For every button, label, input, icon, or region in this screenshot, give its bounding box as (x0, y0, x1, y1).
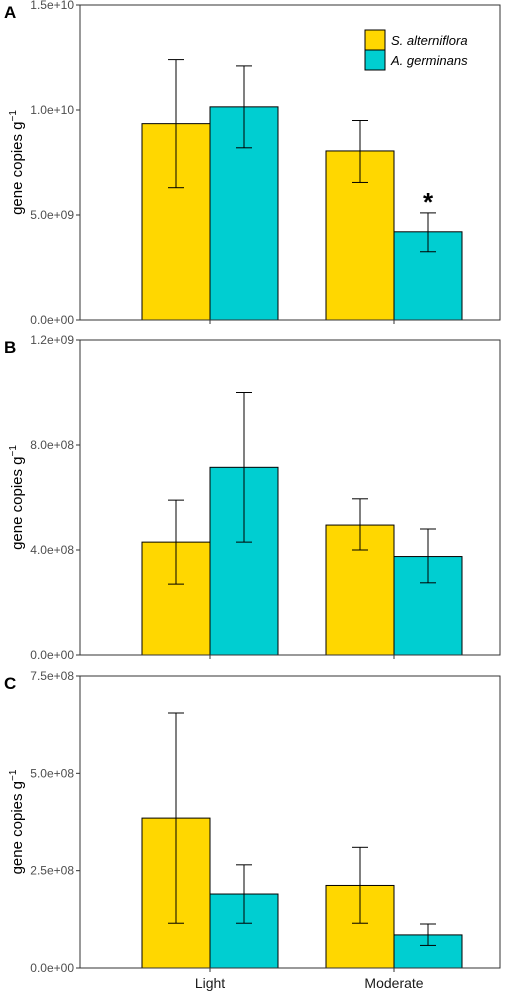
chart-panel-b: B 0.0e+00 4.0e+08 8.0e+08 1.2e+09 gene copies… (4, 333, 501, 662)
y-tick-label: 1.2e+09 (30, 333, 74, 347)
y-axis-title-superscript: −1 (8, 769, 19, 781)
legend-label: S. alterniflora (391, 33, 468, 48)
panel-letter: B (4, 338, 16, 357)
y-axis-title-text: gene copies g (9, 781, 26, 874)
y-axis-title-text: gene copies g (9, 457, 26, 550)
y-tick-label: 5.0e+08 (30, 766, 74, 780)
y-axis-title-superscript: −1 (8, 445, 19, 457)
legend-swatch (364, 29, 386, 51)
y-tick-label: 0.0e+00 (30, 313, 74, 327)
y-tick-label: 1.5e+10 (30, 0, 74, 12)
y-tick-label: 8.0e+08 (30, 438, 74, 452)
y-axis-title-text: gene copies g (9, 122, 26, 215)
chart-panel-a: A 0.0e+00 5.0e+09 1.0e+10 1.5e+10 gene copies… (4, 0, 501, 327)
panel-border (79, 339, 501, 656)
panel-letter: A (4, 3, 16, 22)
y-tick-label: 0.0e+00 (30, 961, 74, 975)
y-tick-label: 2.5e+08 (30, 864, 74, 878)
significance-star: * (423, 187, 434, 217)
y-tick-label: 1.0e+10 (30, 103, 74, 117)
y-axis-title: gene copies g−1 (8, 769, 26, 874)
y-axis-title-superscript: −1 (8, 110, 19, 122)
chart-panel-c: C 0.0e+00 2.5e+08 5.0e+08 7.5e+08 gene copies… (4, 669, 501, 991)
y-tick-label: 5.0e+09 (30, 208, 74, 222)
panel-border (79, 4, 501, 321)
panel-letter: C (4, 674, 16, 693)
legend: S. alterniflora A. germinans (364, 29, 468, 71)
legend-swatch (364, 49, 386, 71)
y-tick-label: 7.5e+08 (30, 669, 74, 683)
y-tick-label: 0.0e+00 (30, 648, 74, 662)
y-tick-label: 4.0e+08 (30, 543, 74, 557)
panel-border (79, 675, 501, 969)
y-axis-title: gene copies g−1 (8, 110, 26, 215)
x-tick-label: Moderate (364, 975, 423, 991)
y-axis-title: gene copies g−1 (8, 445, 26, 550)
x-tick-label: Light (195, 975, 225, 991)
legend-label: A. germinans (390, 53, 468, 68)
